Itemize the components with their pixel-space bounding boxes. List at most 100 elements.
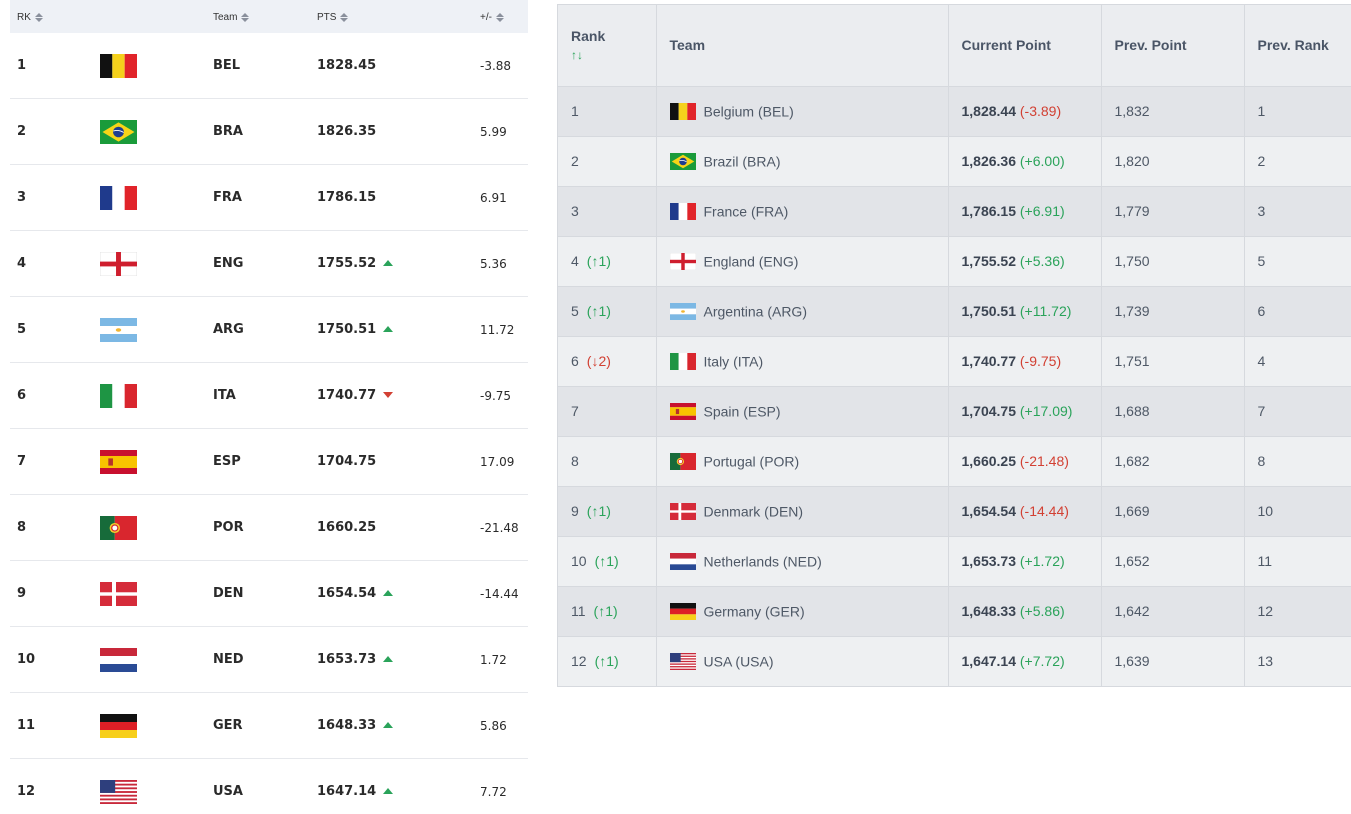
diff-cell: 1.72 xyxy=(480,653,507,667)
team-cell: Argentina (ARG) xyxy=(656,286,949,337)
team-code-cell: POR xyxy=(213,520,244,535)
table-row[interactable]: 7 Spain (ESP) 1,704.75 (+17.09) 1,688 7 xyxy=(558,386,1351,437)
denmark-flag-icon xyxy=(669,502,696,520)
rk-header-label: RK xyxy=(17,12,31,23)
prev-point-cell: 1,682 xyxy=(1101,436,1245,487)
prev-rank-cell: 3 xyxy=(1244,186,1351,237)
right-table-header: Rank ↑↓ Team Current Point Prev. Point P… xyxy=(558,5,1351,87)
rk-sort-header[interactable]: RK xyxy=(17,12,43,23)
current-point-cell: 1,755.52 (+5.36) xyxy=(948,236,1102,287)
prev-rank-cell: 11 xyxy=(1244,536,1351,587)
table-row[interactable]: 9 DEN 1654.54 -14.44 xyxy=(10,561,528,627)
current-point-value: 1,704.75 xyxy=(961,403,1017,419)
prev-point-cell: 1,652 xyxy=(1101,536,1245,587)
table-row[interactable]: 3 France (FRA) 1,786.15 (+6.91) 1,779 3 xyxy=(558,186,1351,237)
table-row[interactable]: 11 (↑1) Germany (GER) 1,648.33 (+5.86) 1,642… xyxy=(558,586,1351,637)
rank-movement: (↑1) xyxy=(586,503,611,519)
portugal-flag-icon xyxy=(100,516,137,540)
rank-cell: 9 xyxy=(17,586,27,601)
diff-sort-header[interactable]: +/- xyxy=(480,12,504,23)
prev-rank-cell: 2 xyxy=(1244,136,1351,187)
team-sort-header[interactable]: Team xyxy=(213,12,250,23)
team-cell: Belgium (BEL) xyxy=(656,86,949,137)
table-row[interactable]: 6 ITA 1740.77 -9.75 xyxy=(10,363,528,429)
prev-point-cell: 1,669 xyxy=(1101,486,1245,537)
table-row[interactable]: 12 USA 1647.14 7.72 xyxy=(10,759,528,814)
germany-flag-icon xyxy=(669,602,696,620)
rank-cell: 8 xyxy=(558,436,657,487)
argentina-flag-icon xyxy=(669,302,696,320)
team-code-cell: BRA xyxy=(213,124,243,139)
left-rankings-table: RK Team PTS +/- 1 BEL 1828.45 -3.88 2 BRA 1826… xyxy=(10,0,528,814)
table-row[interactable]: 10 (↑1) Netherlands (NED) 1,653.73 (+1.72) 1… xyxy=(558,536,1351,587)
pts-sort-header[interactable]: PTS xyxy=(317,12,349,23)
team-name: Brazil (BRA) xyxy=(703,153,781,170)
team-name: Denmark (DEN) xyxy=(703,503,804,520)
rank-cell: 1 xyxy=(17,58,27,73)
table-row[interactable]: 2 Brazil (BRA) 1,826.36 (+6.00) 1,820 2 xyxy=(558,136,1351,187)
sort-icon xyxy=(241,13,250,22)
table-row[interactable]: 7 ESP 1704.75 17.09 xyxy=(10,429,528,495)
points-cell: 1750.51 xyxy=(317,322,377,337)
diff-header-label: +/- xyxy=(480,12,492,23)
current-point-cell: 1,786.15 (+6.91) xyxy=(948,186,1102,237)
sort-arrows-icon[interactable]: ↑↓ xyxy=(571,48,583,63)
current-point-value: 1,750.51 xyxy=(961,303,1017,319)
team-code-cell: ENG xyxy=(213,256,244,271)
trend-up-icon xyxy=(383,260,393,266)
current-point-cell: 1,704.75 (+17.09) xyxy=(948,386,1102,437)
prev-rank-cell: 12 xyxy=(1244,586,1351,637)
table-row[interactable]: 5 ARG 1750.51 11.72 xyxy=(10,297,528,363)
prev-point-cell: 1,688 xyxy=(1101,386,1245,437)
table-row[interactable]: 5 (↑1) Argentina (ARG) 1,750.51 (+11.72) 1,7… xyxy=(558,286,1351,337)
team-name: England (ENG) xyxy=(703,253,799,270)
rank-cell: 12 xyxy=(17,784,36,799)
team-cell: Brazil (BRA) xyxy=(656,136,949,187)
trend-up-icon xyxy=(383,656,393,662)
table-row[interactable]: 3 FRA 1786.15 6.91 xyxy=(10,165,528,231)
left-table-body: 1 BEL 1828.45 -3.88 2 BRA 1826.35 5.99 3 FRA 1786.… xyxy=(10,33,528,814)
table-row[interactable]: 1 BEL 1828.45 -3.88 xyxy=(10,33,528,99)
rank-cell: 1 xyxy=(558,86,657,137)
table-row[interactable]: 12 (↑1) USA (USA) 1,647.14 (+7.72) 1,639 13 xyxy=(558,636,1351,687)
france-flag-icon xyxy=(100,186,137,210)
table-row[interactable]: 4 ENG 1755.52 5.36 xyxy=(10,231,528,297)
current-point-value: 1,786.15 xyxy=(961,203,1017,219)
team-cell: France (FRA) xyxy=(656,186,949,237)
table-row[interactable]: 2 BRA 1826.35 5.99 xyxy=(10,99,528,165)
points-cell: 1653.73 xyxy=(317,652,377,667)
table-row[interactable]: 11 GER 1648.33 5.86 xyxy=(10,693,528,759)
table-row[interactable]: 4 (↑1) England (ENG) 1,755.52 (+5.36) 1,750 5 xyxy=(558,236,1351,287)
table-row[interactable]: 9 (↑1) Denmark (DEN) 1,654.54 (-14.44) 1,669… xyxy=(558,486,1351,537)
team-cell: Germany (GER) xyxy=(656,586,949,637)
trend-down-icon xyxy=(383,392,393,398)
team-name: Netherlands (NED) xyxy=(703,553,822,570)
point-change: (-21.48) xyxy=(1019,453,1069,469)
prev-point-cell: 1,832 xyxy=(1101,86,1245,137)
brazil-flag-icon xyxy=(669,152,696,170)
usa-flag-icon xyxy=(100,780,137,804)
team-name: Portugal (POR) xyxy=(703,453,800,470)
diff-cell: 6.91 xyxy=(480,191,507,205)
table-row[interactable]: 10 NED 1653.73 1.72 xyxy=(10,627,528,693)
table-row[interactable]: 8 POR 1660.25 -21.48 xyxy=(10,495,528,561)
rank-value: 5 xyxy=(571,303,579,319)
current-point-cell: 1,654.54 (-14.44) xyxy=(948,486,1102,537)
diff-cell: 5.99 xyxy=(480,125,507,139)
netherlands-flag-icon xyxy=(100,648,137,672)
prev-rank-cell: 10 xyxy=(1244,486,1351,537)
rank-cell: 9 (↑1) xyxy=(558,486,657,537)
current-point-cell: 1,647.14 (+7.72) xyxy=(948,636,1102,687)
point-change: (-14.44) xyxy=(1019,503,1069,519)
right-table-body: 1 Belgium (BEL) 1,828.44 (-3.89) 1,832 1 2 Bra… xyxy=(558,86,1351,687)
team-name: Germany (GER) xyxy=(703,603,805,620)
table-row[interactable]: 1 Belgium (BEL) 1,828.44 (-3.89) 1,832 1 xyxy=(558,86,1351,137)
team-code-cell: USA xyxy=(213,784,243,799)
rank-sort-header[interactable]: Rank ↑↓ xyxy=(558,5,657,87)
team-code-cell: ARG xyxy=(213,322,244,337)
rank-cell: 10 (↑1) xyxy=(558,536,657,587)
table-row[interactable]: 6 (↓2) Italy (ITA) 1,740.77 (-9.75) 1,751 4 xyxy=(558,336,1351,387)
table-row[interactable]: 8 Portugal (POR) 1,660.25 (-21.48) 1,682 8 xyxy=(558,436,1351,487)
point-change: (+17.09) xyxy=(1019,403,1073,419)
team-code-cell: BEL xyxy=(213,58,241,73)
